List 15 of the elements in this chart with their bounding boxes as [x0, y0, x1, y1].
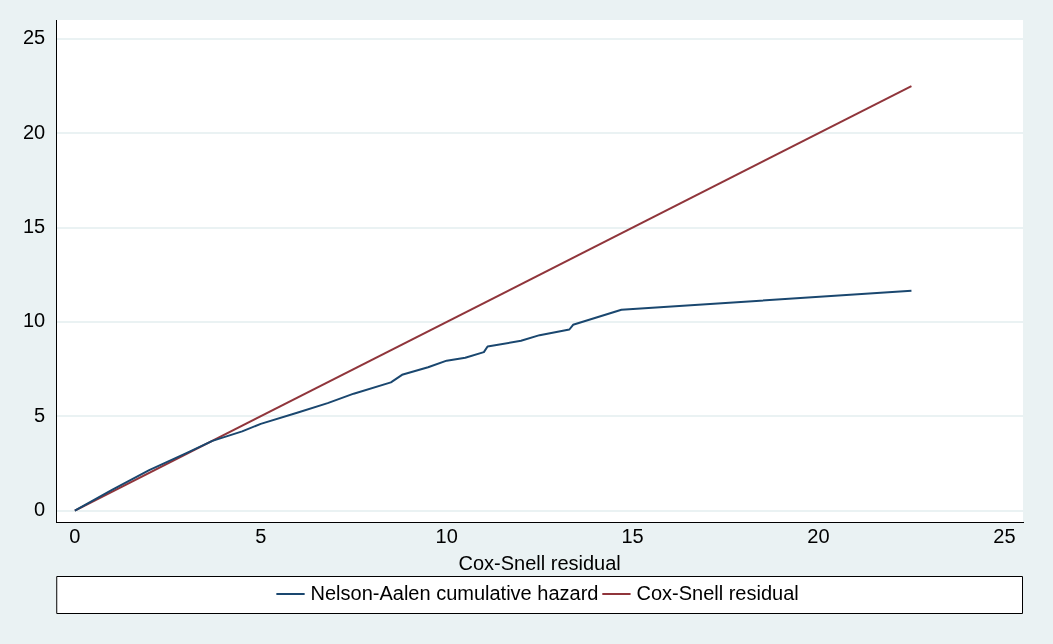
y-tick-label: 0: [34, 498, 46, 521]
y-tick-label: 20: [23, 120, 46, 143]
legend-label: Nelson-Aalen cumulative hazard: [310, 581, 599, 604]
x-tick-label: 20: [807, 524, 830, 547]
x-tick-label: 25: [993, 524, 1016, 547]
y-tick-label: 10: [23, 309, 46, 332]
x-tick-label: 5: [255, 524, 267, 547]
y-tick-label: 15: [23, 215, 46, 238]
y-tick-label: 5: [34, 403, 46, 426]
x-tick-label: 10: [435, 524, 458, 547]
legend-label: Cox-Snell residual: [636, 581, 799, 604]
x-tick-label: 0: [69, 524, 81, 547]
x-tick-label: 15: [621, 524, 644, 547]
y-tick-label: 25: [23, 26, 46, 49]
x-axis-title: Cox-Snell residual: [458, 551, 621, 574]
